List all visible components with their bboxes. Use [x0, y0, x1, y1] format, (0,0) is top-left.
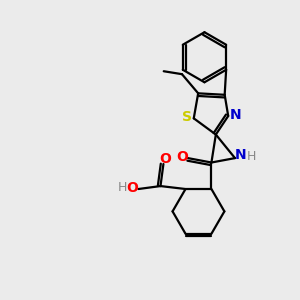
Text: O: O [177, 150, 188, 164]
Text: H: H [247, 150, 256, 163]
Text: H: H [118, 181, 127, 194]
Text: N: N [235, 148, 247, 162]
Text: O: O [127, 181, 139, 194]
Text: N: N [230, 107, 242, 122]
Text: O: O [159, 152, 171, 166]
Text: S: S [182, 110, 192, 124]
